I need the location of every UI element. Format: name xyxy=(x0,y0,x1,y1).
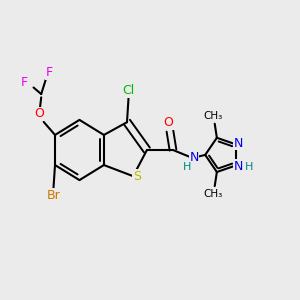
Text: H: H xyxy=(245,162,254,172)
Text: N: N xyxy=(233,160,243,173)
Text: Br: Br xyxy=(46,189,60,202)
Text: O: O xyxy=(164,116,173,129)
Text: N: N xyxy=(233,137,243,150)
Text: CH₃: CH₃ xyxy=(204,189,223,199)
Text: Cl: Cl xyxy=(122,84,135,97)
Text: H: H xyxy=(183,162,192,172)
Text: O: O xyxy=(35,107,45,120)
Text: CH₃: CH₃ xyxy=(204,111,223,121)
Text: N: N xyxy=(190,151,199,164)
Text: F: F xyxy=(21,76,28,89)
Text: S: S xyxy=(133,170,141,183)
Text: F: F xyxy=(45,66,52,79)
